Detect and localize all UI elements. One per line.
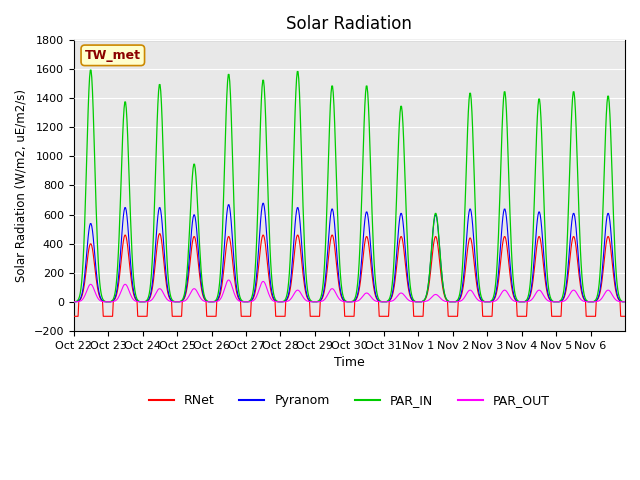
Y-axis label: Solar Radiation (W/m2, uE/m2/s): Solar Radiation (W/m2, uE/m2/s) [15,89,28,282]
X-axis label: Time: Time [334,356,365,369]
Legend: RNet, Pyranom, PAR_IN, PAR_OUT: RNet, Pyranom, PAR_IN, PAR_OUT [144,389,555,412]
Text: TW_met: TW_met [85,49,141,62]
Title: Solar Radiation: Solar Radiation [287,15,412,33]
